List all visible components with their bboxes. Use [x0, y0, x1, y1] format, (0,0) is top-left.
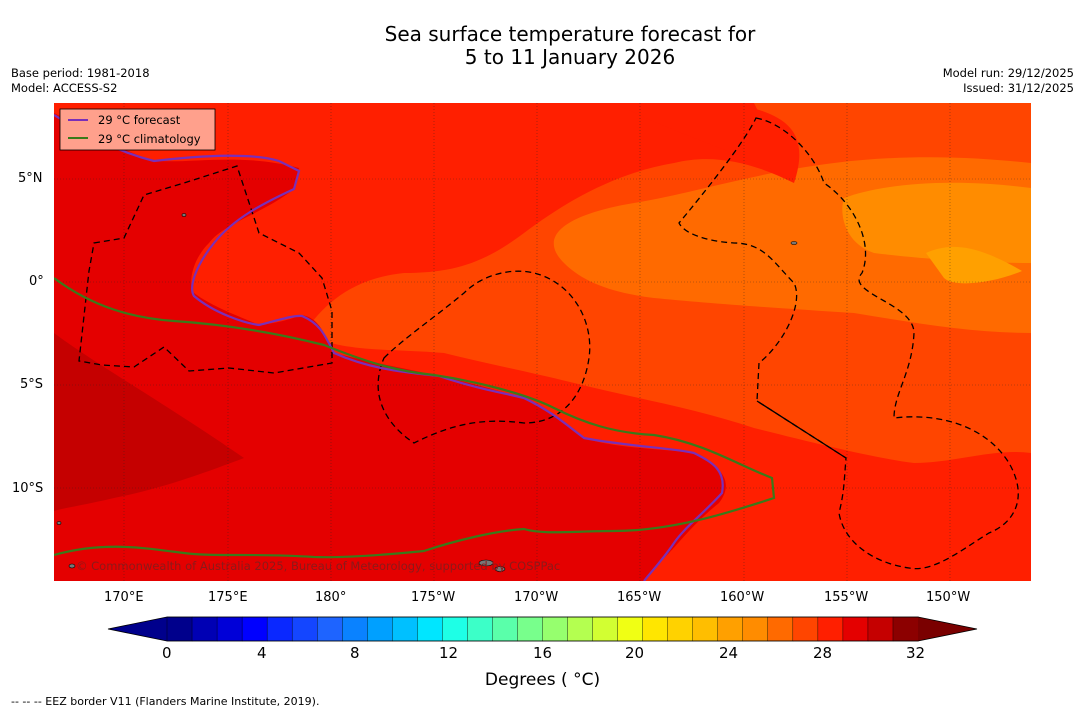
cbar-label-12: 12	[439, 644, 459, 662]
colorbar-cell	[592, 616, 619, 642]
eez-footnote: -- -- -- EEZ border V11 (Flanders Marine…	[11, 695, 320, 708]
copyright-text: © Commonwealth of Australia 2025, Bureau…	[76, 559, 560, 573]
islands	[56, 213, 798, 572]
colorbar-cell	[467, 616, 494, 642]
eez-line-islands	[678, 117, 1019, 570]
colorbar-cell	[892, 616, 919, 642]
colorbar-cell	[317, 616, 343, 642]
colorbar-high-extend	[918, 617, 977, 641]
map-title-line2: 5 to 11 January 2026	[464, 45, 676, 69]
colorbar-cell	[767, 616, 794, 642]
cbar-label-8: 8	[350, 644, 360, 662]
eez-solid-segment	[756, 400, 847, 459]
colorbar-cell	[742, 616, 769, 642]
colorbar-cells	[166, 616, 919, 642]
colorbar-cell	[392, 616, 419, 642]
colorbar-title: Degrees ( °C)	[484, 670, 601, 690]
x-tick-170e: 170°E	[104, 590, 144, 605]
sst-band-28-29-north	[614, 103, 800, 183]
colorbar-cell	[867, 616, 894, 642]
colorbar-cell	[642, 616, 669, 642]
colorbar-cell	[266, 616, 293, 642]
cbar-label-24: 24	[719, 644, 739, 662]
colorbar-cell	[367, 616, 393, 642]
issued-text: Issued: 31/12/2025	[963, 81, 1074, 95]
x-tick-180: 180°	[315, 590, 347, 605]
model-run-text: Model run: 29/12/2025	[942, 66, 1074, 80]
forecast-29c-contour	[54, 114, 724, 581]
y-tick-5s: 5°S	[20, 377, 44, 392]
cbar-label-16: 16	[533, 644, 553, 662]
model-text: Model: ACCESS-S2	[11, 81, 118, 95]
meta-left: Base period: 1981-2018 Model: ACCESS-S2	[11, 66, 150, 96]
y-tick-5n: 5°N	[18, 171, 43, 186]
colorbar-cell	[842, 616, 869, 642]
map-legend: 29 °C forecast 29 °C climatology	[59, 108, 216, 151]
eez-tuvalu	[78, 165, 333, 374]
cbar-label-28: 28	[813, 644, 833, 662]
colorbar-cell	[667, 616, 694, 642]
map-title-line1: Sea surface temperature forecast for	[384, 22, 756, 46]
y-tick-0: 0°	[29, 274, 44, 289]
colorbar-cell	[717, 616, 744, 642]
x-tick-175e: 175°E	[208, 590, 248, 605]
map-gridlines	[54, 103, 1031, 581]
colorbar-low-extend	[108, 617, 167, 641]
x-tick-175w: 175°W	[411, 590, 456, 605]
x-tick-160w: 160°W	[720, 590, 765, 605]
colorbar-cell	[692, 616, 719, 642]
colorbar-cell	[216, 616, 243, 642]
eez-borders	[78, 117, 1019, 570]
colorbar-cell	[792, 616, 819, 642]
base-period-text: Base period: 1981-2018	[11, 66, 150, 80]
colorbar-cell	[342, 616, 368, 642]
y-tick-10s: 10°S	[12, 481, 44, 496]
x-tick-170w: 170°W	[514, 590, 559, 605]
colorbar-cell	[442, 616, 469, 642]
colorbar-cell	[567, 616, 594, 642]
colorbar-cell	[166, 616, 193, 642]
colorbar-cell	[291, 616, 318, 642]
colorbar-cell	[817, 616, 844, 642]
legend-forecast-label: 29 °C forecast	[98, 113, 181, 127]
colorbar-cell	[517, 616, 544, 642]
cbar-label-32: 32	[906, 644, 926, 662]
x-tick-150w: 150°W	[926, 590, 971, 605]
cbar-label-20: 20	[625, 644, 645, 662]
colorbar-cell	[492, 616, 519, 642]
sst-band-25-26	[842, 182, 1031, 263]
sst-band-30-31	[54, 333, 244, 511]
cbar-label-0: 0	[162, 644, 172, 662]
x-tick-155w: 155°W	[824, 590, 869, 605]
climatology-29c-contour	[54, 277, 776, 559]
cbar-label-4: 4	[257, 644, 267, 662]
colorbar-cell	[417, 616, 444, 642]
x-tick-165w: 165°W	[617, 590, 662, 605]
colorbar-cell	[617, 616, 644, 642]
sst-map: 29 °C forecast 29 °C climatology © Commo…	[54, 103, 1031, 581]
colorbar-cell	[191, 616, 218, 642]
colorbar-cell	[542, 616, 569, 642]
meta-right: Model run: 29/12/2025 Issued: 31/12/2025	[943, 66, 1074, 96]
legend-climatology-label: 29 °C climatology	[98, 132, 201, 146]
eez-tokelau	[377, 270, 591, 444]
colorbar-cell	[241, 616, 268, 642]
